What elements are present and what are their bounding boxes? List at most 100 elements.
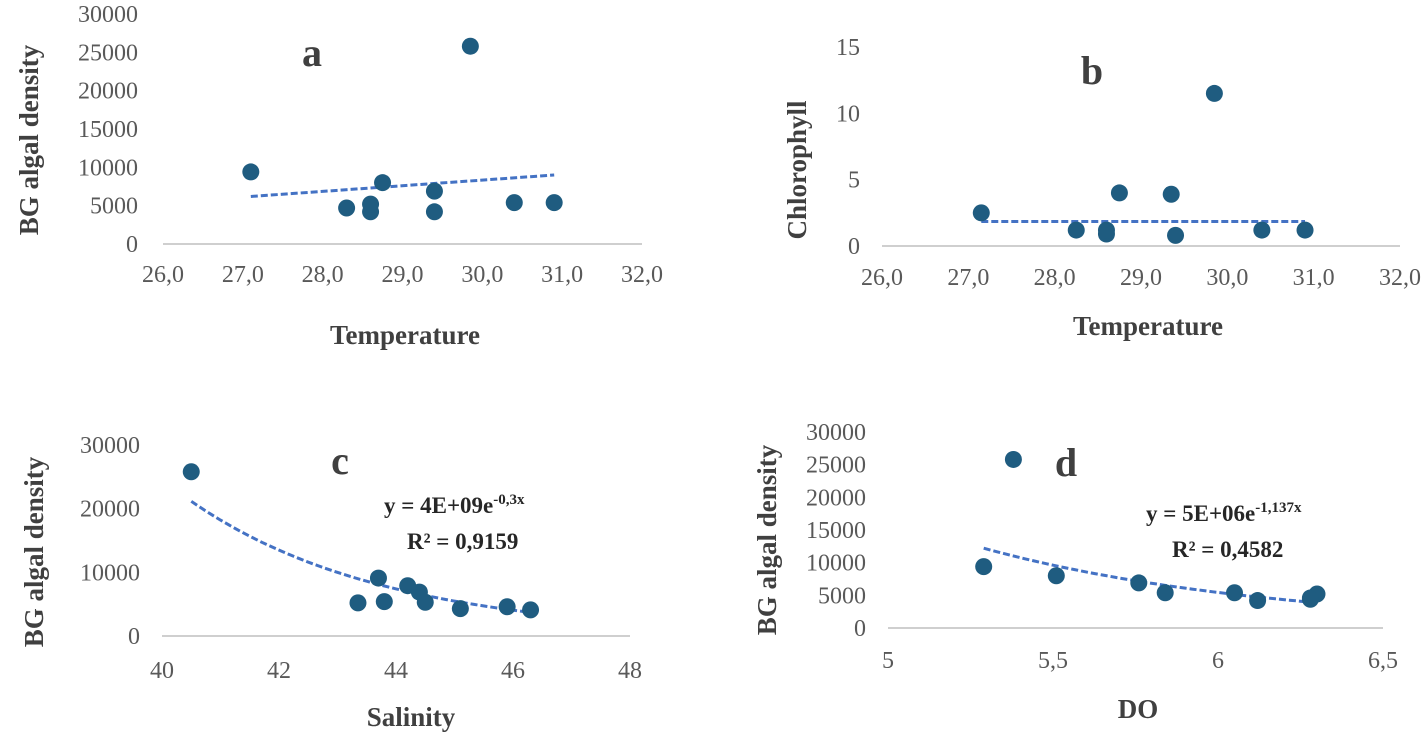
x-tick-label: 32,0 — [621, 262, 663, 288]
y-axis-title: BG algal density — [14, 44, 44, 235]
data-point — [1004, 450, 1022, 468]
trendline-equation: y = 5E+06e-1,137x — [1146, 500, 1302, 526]
r-squared-label: R² = 0,4582 — [1172, 537, 1283, 562]
data-point — [522, 601, 540, 619]
x-tick-label: 27,0 — [222, 262, 264, 288]
data-point — [972, 204, 990, 222]
data-point — [242, 163, 260, 181]
x-tick-label: 48 — [618, 658, 642, 684]
y-tick-label: 10000 — [78, 155, 138, 181]
scatter-points — [975, 450, 1326, 610]
panel-label-b: b — [1081, 48, 1103, 93]
y-tick-labels: 0 5 10 15 — [836, 35, 860, 260]
x-tick-label: 31,0 — [541, 262, 583, 288]
data-point — [369, 569, 387, 587]
x-tick-label: 44 — [384, 658, 408, 684]
y-tick-label: 0 — [848, 234, 860, 260]
x-tick-label: 31,0 — [1293, 265, 1335, 291]
scatter-points — [182, 463, 540, 619]
chart-panel-d: 5 5,5 6 6,5 050001000015000200002500030000 … — [752, 420, 1398, 724]
y-tick-label: 20000 — [80, 497, 140, 523]
data-point — [362, 195, 380, 213]
x-tick-label: 6,5 — [1368, 648, 1398, 674]
x-tick-labels: 40 42 44 46 48 — [150, 658, 642, 684]
trendline-path — [250, 173, 555, 198]
trendline — [250, 173, 555, 198]
data-point — [498, 598, 516, 616]
data-point — [975, 558, 993, 576]
y-tick-label: 20000 — [78, 79, 138, 105]
x-axis-title: DO — [1118, 694, 1159, 724]
y-axis-title: BG algal density — [752, 444, 782, 635]
x-tick-label: 26,0 — [861, 265, 903, 291]
data-point — [1156, 584, 1174, 602]
y-tick-label: 15 — [836, 35, 860, 61]
x-tick-label: 5,5 — [1038, 648, 1068, 674]
y-tick-label: 20000 — [806, 485, 866, 511]
data-point — [338, 199, 356, 217]
chart-panel-b: 26,0 27,0 28,0 29,0 30,0 31,0 32,0 0 5 10 15 b Te… — [782, 35, 1421, 341]
data-point — [425, 182, 443, 200]
data-point — [1067, 221, 1085, 239]
x-tick-label: 30,0 — [461, 262, 503, 288]
scatter-points — [972, 84, 1314, 244]
data-point — [416, 593, 434, 611]
data-point — [182, 463, 200, 481]
x-tick-label: 29,0 — [382, 262, 424, 288]
y-tick-label: 15000 — [78, 117, 138, 143]
x-tick-label: 32,0 — [1379, 265, 1421, 291]
y-tick-label: 15000 — [806, 518, 866, 544]
trendline — [190, 500, 531, 614]
x-axis-title: Temperature — [1073, 311, 1223, 341]
data-point — [1253, 221, 1271, 239]
trendline-path — [190, 500, 531, 614]
y-tick-label: 0 — [854, 616, 866, 642]
data-point — [505, 194, 523, 212]
x-tick-labels: 26,0 27,0 28,0 29,0 30,0 31,0 32,0 — [861, 265, 1421, 291]
data-point — [1110, 184, 1128, 202]
y-tick-label: 10000 — [80, 560, 140, 586]
data-point — [1301, 590, 1319, 608]
trendline-equation: y = 4E+09e-0,3x — [384, 492, 525, 518]
y-tick-label: 0 — [128, 624, 140, 650]
data-point — [1226, 584, 1243, 602]
x-tick-label: 27,0 — [947, 265, 989, 291]
x-tick-label: 28,0 — [302, 262, 344, 288]
chart-panel-c: 40 42 44 46 48 0 10000 20000 30000 c y = 4E+09e… — [19, 433, 642, 732]
data-point — [425, 203, 443, 221]
y-tick-label: 30000 — [80, 433, 140, 459]
x-tick-label: 26,0 — [142, 262, 184, 288]
panel-label-d: d — [1055, 440, 1077, 485]
data-point — [1047, 567, 1065, 585]
x-tick-labels: 26,0 27,0 28,0 29,0 30,0 31,0 32,0 — [142, 262, 663, 288]
panel-label-c: c — [331, 438, 349, 483]
y-axis-title: Chlorophyll — [782, 100, 812, 240]
x-axis-title: Temperature — [330, 320, 480, 350]
y-tick-label: 10000 — [806, 551, 866, 577]
x-tick-label: 30,0 — [1206, 265, 1248, 291]
data-point — [545, 194, 563, 212]
y-tick-label: 0 — [126, 232, 138, 258]
y-axis-title: BG algal density — [19, 456, 49, 647]
x-tick-label: 28,0 — [1034, 265, 1076, 291]
data-point — [374, 174, 392, 192]
y-tick-label: 25000 — [78, 40, 138, 66]
y-tick-labels: 0 5000 10000 15000 20000 25000 30000 — [78, 2, 138, 258]
r-squared-label: R² = 0,9159 — [407, 529, 518, 554]
x-tick-label: 29,0 — [1120, 265, 1162, 291]
data-point — [461, 37, 479, 55]
data-point — [1097, 221, 1115, 239]
x-tick-label: 6 — [1212, 648, 1224, 674]
y-tick-label: 30000 — [78, 2, 138, 28]
y-tick-label: 30000 — [806, 420, 866, 446]
x-tick-label: 42 — [267, 658, 291, 684]
data-point — [1130, 574, 1148, 592]
y-tick-label: 10 — [836, 101, 860, 127]
data-point — [451, 600, 469, 618]
data-point — [1205, 84, 1223, 102]
y-tick-label: 5 — [848, 168, 860, 194]
chart-panel-a: 26,0 27,0 28,0 29,0 30,0 31,0 32,0 0 5000 10000 1… — [14, 2, 663, 350]
x-axis-title: Salinity — [367, 702, 456, 732]
data-point — [375, 593, 393, 611]
